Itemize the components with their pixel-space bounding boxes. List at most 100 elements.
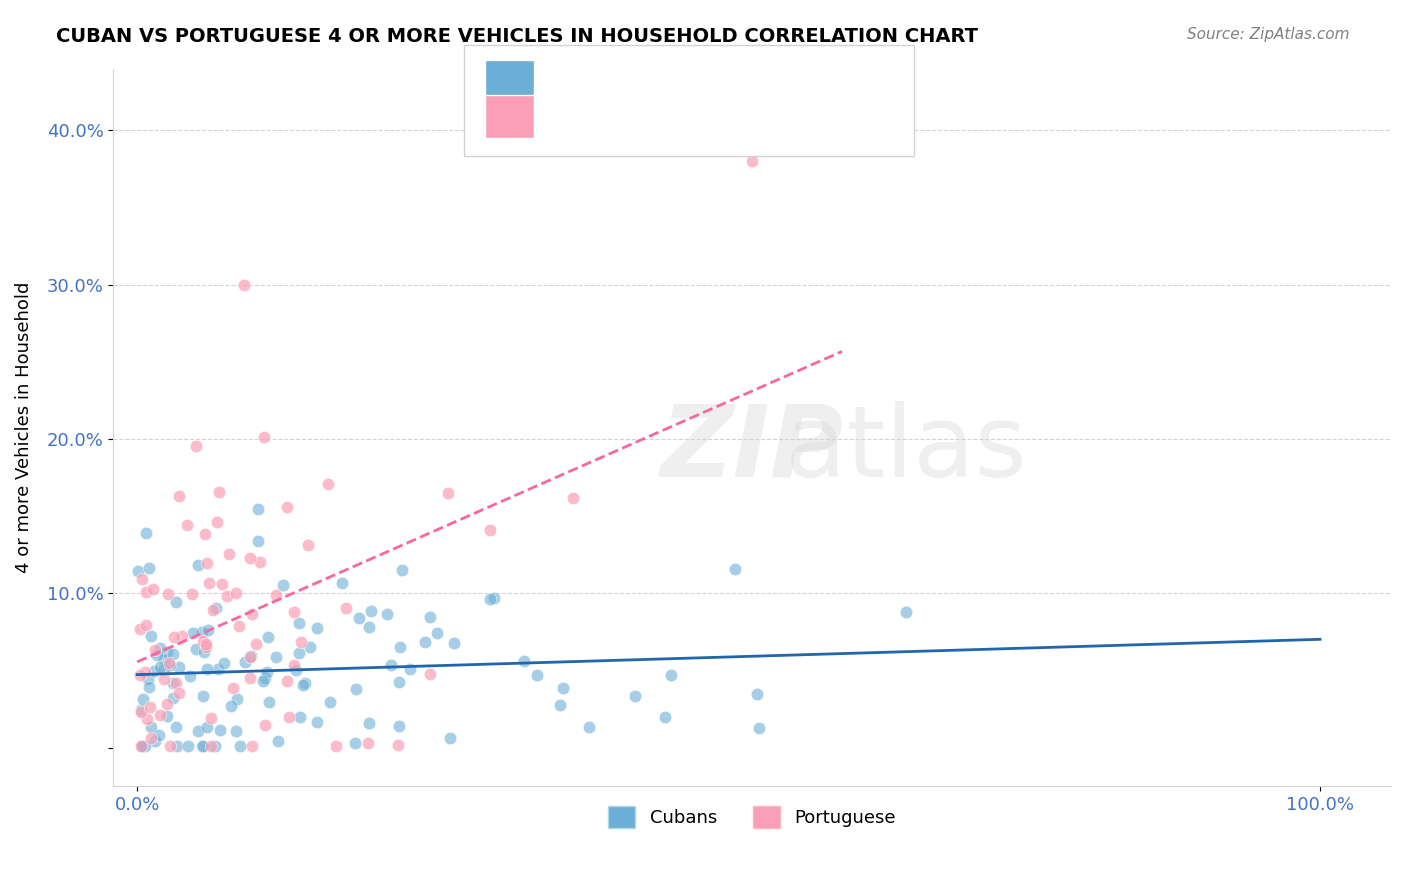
Point xyxy=(419,666,441,681)
Point xyxy=(129,705,152,719)
Point xyxy=(252,673,274,688)
Point xyxy=(139,720,162,734)
Point xyxy=(142,582,165,596)
Point xyxy=(325,739,347,754)
Point xyxy=(131,739,153,754)
Point xyxy=(129,622,152,636)
Point xyxy=(214,657,236,671)
Point xyxy=(256,665,278,679)
Point xyxy=(149,660,172,674)
Point xyxy=(165,595,187,609)
Point xyxy=(207,662,229,676)
Point xyxy=(388,675,411,690)
Point xyxy=(232,277,254,292)
Point xyxy=(193,739,215,754)
Point xyxy=(239,649,262,664)
Point xyxy=(200,739,222,754)
Point xyxy=(388,719,411,733)
Point xyxy=(193,645,215,659)
Point xyxy=(299,640,322,654)
Point xyxy=(184,642,207,657)
Point xyxy=(290,709,312,723)
Point xyxy=(128,668,150,682)
Point xyxy=(228,619,250,633)
Text: Source: ZipAtlas.com: Source: ZipAtlas.com xyxy=(1187,27,1350,42)
Point xyxy=(179,669,201,683)
Point xyxy=(741,154,763,169)
Point xyxy=(153,672,176,686)
Point xyxy=(443,636,465,650)
Point xyxy=(419,609,441,624)
Point xyxy=(240,607,263,622)
Point xyxy=(135,618,157,632)
Point xyxy=(249,555,271,569)
Point xyxy=(253,718,276,732)
Point xyxy=(526,667,548,681)
Point xyxy=(131,572,153,586)
Point xyxy=(156,645,179,659)
Point xyxy=(245,637,267,651)
Point xyxy=(335,600,357,615)
Point xyxy=(156,709,179,723)
Point xyxy=(187,723,209,738)
Point xyxy=(288,616,311,631)
Point xyxy=(380,658,402,673)
Point xyxy=(399,662,422,676)
Point xyxy=(138,561,160,575)
Text: atlas: atlas xyxy=(785,401,1026,498)
Point xyxy=(482,591,505,606)
Point xyxy=(305,621,328,635)
Point xyxy=(180,587,202,601)
Point xyxy=(226,692,249,706)
Point xyxy=(343,736,366,750)
Point xyxy=(562,491,585,505)
Text: R = 0.349   N = 108: R = 0.349 N = 108 xyxy=(544,73,758,93)
Point xyxy=(146,648,169,662)
Point xyxy=(218,547,240,561)
Point xyxy=(200,711,222,725)
Point xyxy=(225,586,247,600)
Point xyxy=(139,700,162,714)
Point xyxy=(197,623,219,637)
Point xyxy=(134,665,156,680)
Point xyxy=(330,576,353,591)
Point xyxy=(360,604,382,618)
Point xyxy=(190,739,212,754)
Point xyxy=(195,662,218,676)
Point xyxy=(357,620,380,634)
Point xyxy=(413,635,436,649)
Point xyxy=(276,500,298,515)
Point xyxy=(654,710,676,724)
Point xyxy=(437,485,460,500)
Point xyxy=(247,534,270,549)
Point xyxy=(195,720,218,734)
Point xyxy=(145,734,167,748)
Point xyxy=(319,695,342,709)
Point xyxy=(209,723,232,737)
Point xyxy=(163,630,186,644)
Point xyxy=(129,703,152,717)
Point xyxy=(211,577,233,591)
Y-axis label: 4 or more Vehicles in Household: 4 or more Vehicles in Household xyxy=(15,282,32,574)
Point xyxy=(208,485,231,500)
Point xyxy=(186,439,208,453)
Point xyxy=(198,575,221,590)
Point xyxy=(166,739,188,754)
Point xyxy=(264,588,287,602)
Point xyxy=(195,556,218,570)
Point xyxy=(239,671,262,685)
Point xyxy=(724,562,747,576)
Point xyxy=(316,477,339,491)
Point xyxy=(194,527,217,541)
Point xyxy=(578,720,600,734)
Point xyxy=(375,607,398,621)
Point xyxy=(193,689,215,703)
Point xyxy=(745,687,768,701)
Point xyxy=(190,625,212,640)
Point xyxy=(292,678,315,692)
Point xyxy=(127,564,149,578)
Point xyxy=(138,681,160,695)
Point xyxy=(283,658,305,673)
Point xyxy=(478,592,501,607)
Point xyxy=(359,715,381,730)
